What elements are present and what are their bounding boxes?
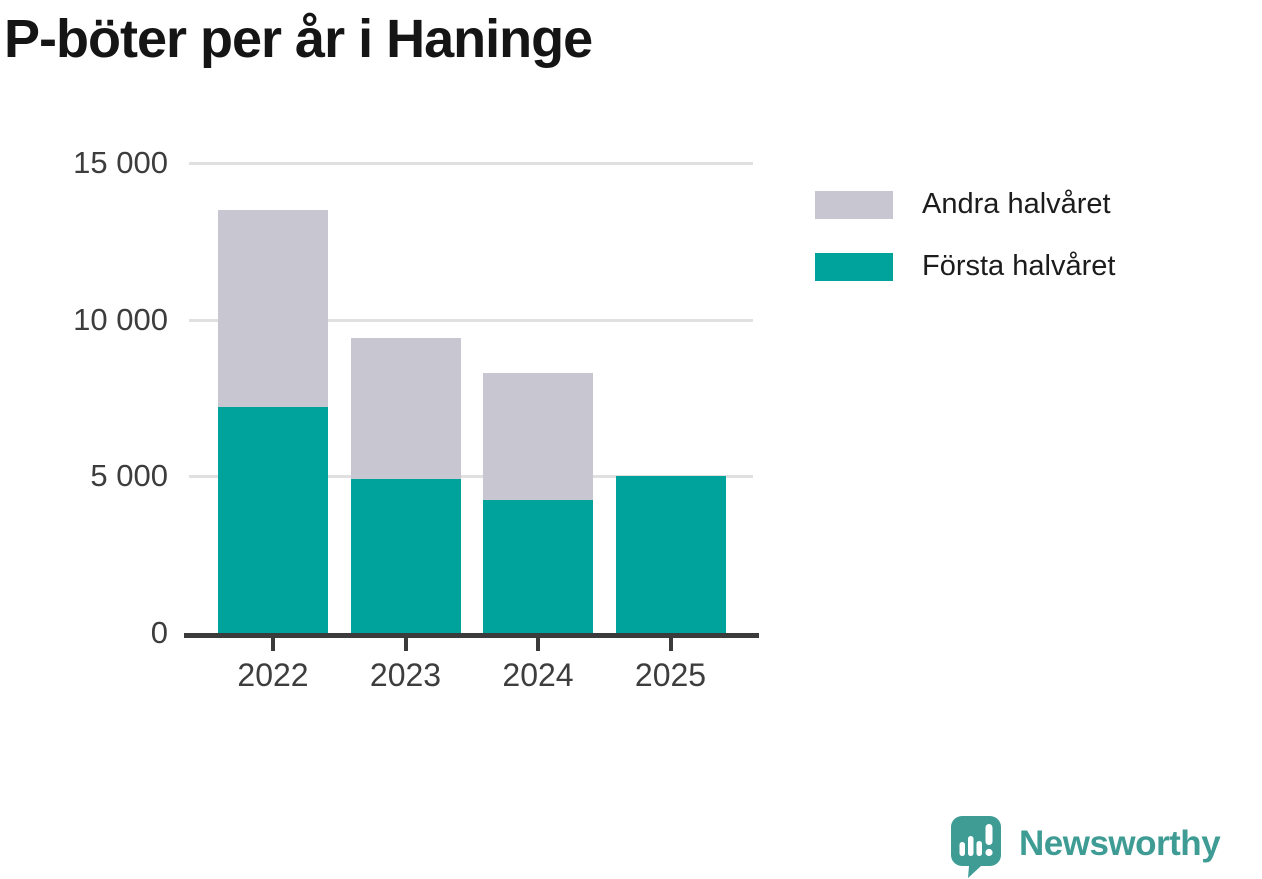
x-axis-tick [668, 638, 673, 651]
x-axis-line [184, 633, 759, 638]
legend-label: Första halvåret [922, 250, 1116, 282]
bar-segment-2023-andra-halv-ret [350, 338, 461, 480]
bar-2025 [615, 163, 726, 633]
newsworthy-logo-icon [951, 816, 1001, 878]
bar-segment-2022-f-rsta-halv-ret [218, 407, 328, 633]
x-axis-tick-label: 2025 [634, 657, 707, 693]
y-axis-tick-label: 15 000 [73, 145, 168, 180]
x-axis-tick-label: 2023 [369, 657, 442, 693]
bar-2024 [483, 163, 593, 633]
plot-area: 2022 2023 2024 2025 [184, 162, 759, 693]
legend-swatch [815, 252, 893, 281]
bar-segment-2025-f-rsta-halv-ret [615, 476, 726, 633]
bar-2023 [350, 163, 461, 633]
chart-title: P-böter per år i Haninge [4, 9, 593, 69]
y-axis-tick-label: 10 000 [73, 301, 168, 337]
x-axis-tick [271, 638, 275, 651]
bar-segment-2022-andra-halv-ret [218, 210, 328, 408]
gridline [189, 162, 753, 165]
legend: Andra halvåret Första halvåret [815, 188, 1115, 283]
x-axis-tick [536, 638, 540, 651]
gridline [189, 318, 753, 322]
newsworthy-logo-text: Newsworthy [1019, 824, 1221, 863]
y-axis-tick-label: 5 000 [90, 458, 168, 494]
x-axis-tick-label: 2022 [237, 657, 309, 693]
bar-2022 [218, 163, 328, 633]
legend-swatch [815, 190, 893, 219]
branding: Newsworthy [951, 816, 1221, 878]
bar-segment-2024-f-rsta-halv-ret [483, 499, 593, 633]
y-axis-tick-label: 0 [150, 615, 168, 650]
legend-item: Första halvåret [815, 250, 1115, 283]
legend-item: Andra halvåret [815, 188, 1115, 221]
x-axis-tick-label: 2024 [502, 657, 574, 693]
legend-label: Andra halvåret [922, 188, 1111, 220]
y-axis-labels: 0 5 000 10 000 15 000 [0, 145, 168, 650]
x-axis-tick [403, 638, 408, 651]
bar-segment-2023-f-rsta-halv-ret [350, 479, 461, 633]
bar-segment-2024-andra-halv-ret [483, 372, 593, 500]
gridline [189, 475, 753, 479]
